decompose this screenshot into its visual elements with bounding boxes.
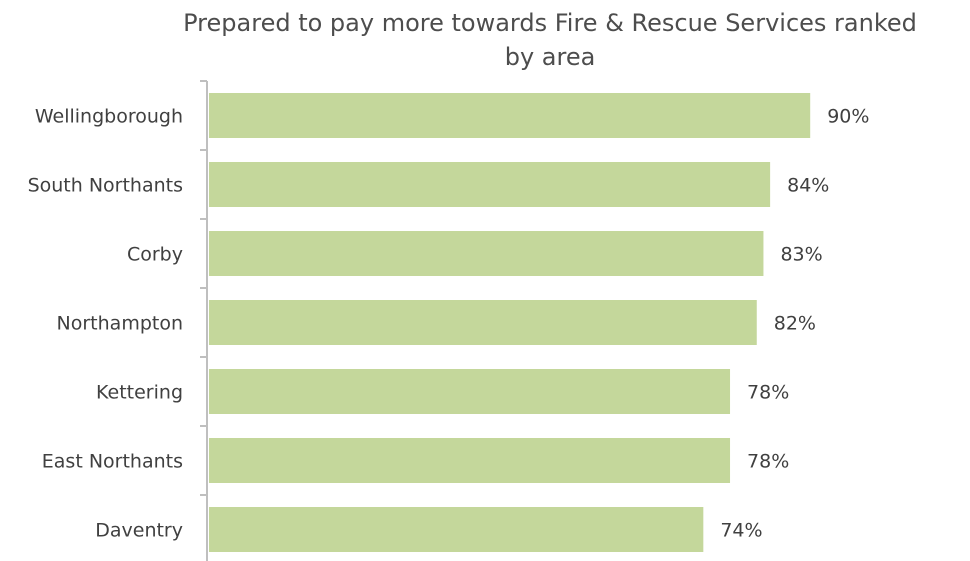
- category-label: Wellingborough: [35, 106, 183, 128]
- data-label: 78%: [747, 451, 789, 473]
- bars-group: [209, 93, 811, 552]
- data-label: 82%: [774, 313, 816, 335]
- chart-title-line2: by area: [504, 43, 596, 71]
- bar-daventry: [209, 507, 704, 552]
- chart-title-line1: Prepared to pay more towards Fire & Resc…: [183, 9, 917, 37]
- data-label: 83%: [780, 244, 822, 266]
- category-label: East Northants: [42, 451, 183, 473]
- bar-east-northants: [209, 438, 731, 483]
- category-label: Corby: [127, 244, 183, 266]
- data-label: 84%: [787, 175, 829, 197]
- bar-corby: [209, 231, 764, 276]
- labels-group: Wellingborough 90% South Northants 84% Corby…: [28, 106, 870, 542]
- data-label: 78%: [747, 382, 789, 404]
- category-label: Northampton: [57, 313, 183, 335]
- category-axis: [200, 80, 208, 561]
- category-label: Kettering: [96, 382, 183, 404]
- bar-south-northants: [209, 162, 771, 207]
- bar-wellingborough: [209, 93, 811, 138]
- category-label: South Northants: [28, 175, 183, 197]
- data-label: 74%: [720, 520, 762, 542]
- chart-title: Prepared to pay more towards Fire & Resc…: [110, 6, 970, 74]
- bar-northampton: [209, 300, 757, 345]
- category-label: Daventry: [95, 520, 183, 542]
- bar-kettering: [209, 369, 731, 414]
- data-label: 90%: [827, 106, 869, 128]
